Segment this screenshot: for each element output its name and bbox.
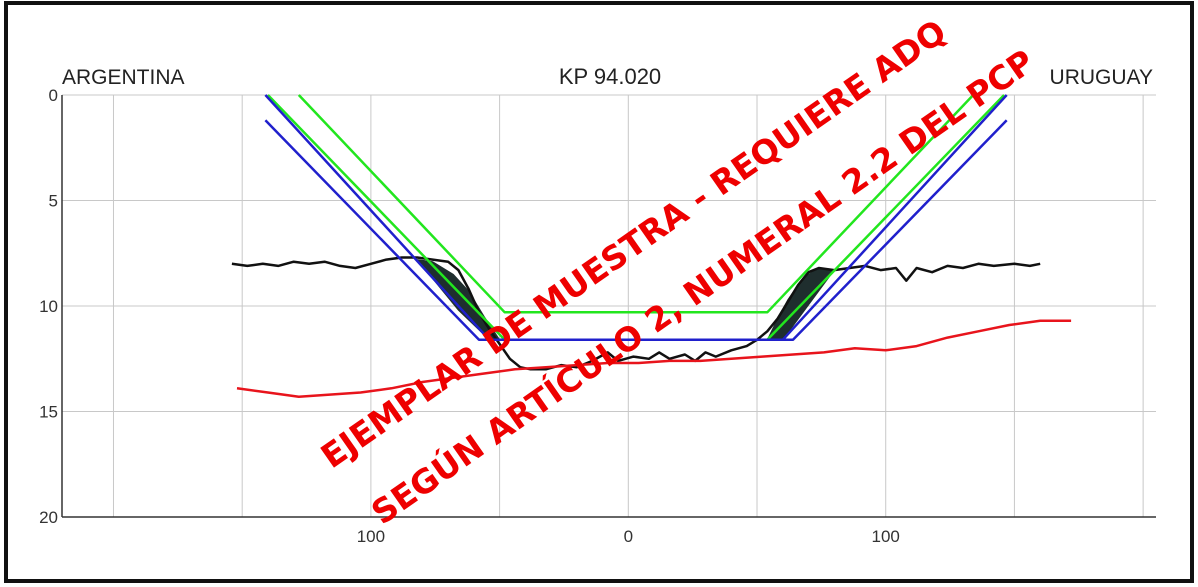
y-tick-label: 0 [49,86,58,105]
x-tick-label: 100 [357,527,385,546]
y-tick-label: 15 [39,403,58,422]
y-tick-label: 10 [39,297,58,316]
series-line-green [297,94,975,314]
series-lines [231,94,1072,398]
y-tick-label: 20 [39,508,58,527]
axes: 0 5 10 15 20 100 0 100 [39,86,1156,546]
left-country-label: ARGENTINA [62,66,185,89]
x-tick-label: 0 [624,527,633,546]
chart-title: KP 94.020 [559,64,661,89]
series-line-rock [236,319,1072,398]
y-tick-label: 5 [49,192,58,211]
right-country-label: URUGUAY [1050,66,1153,89]
outer-border [4,1,1194,583]
series-line-blue [264,119,1008,342]
x-tick-label: 100 [872,527,900,546]
series-line-bed [231,256,1041,371]
chart-labels: KP 94.020 ARGENTINA URUGUAY [62,64,1153,89]
